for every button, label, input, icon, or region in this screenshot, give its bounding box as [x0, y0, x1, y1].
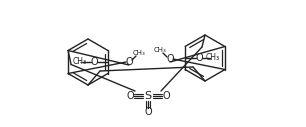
Text: S: S: [144, 91, 151, 101]
Text: CH₃: CH₃: [206, 53, 220, 62]
Text: O: O: [166, 54, 174, 64]
Text: O: O: [162, 91, 170, 101]
Text: CH₃: CH₃: [154, 47, 166, 53]
Text: -: -: [79, 57, 83, 67]
Text: CH₃: CH₃: [132, 50, 145, 56]
Text: O: O: [90, 57, 98, 67]
Text: CH₃: CH₃: [73, 58, 87, 67]
Text: O: O: [144, 107, 152, 117]
Text: O: O: [125, 57, 133, 67]
Text: O: O: [195, 53, 203, 63]
Text: O: O: [126, 91, 134, 101]
